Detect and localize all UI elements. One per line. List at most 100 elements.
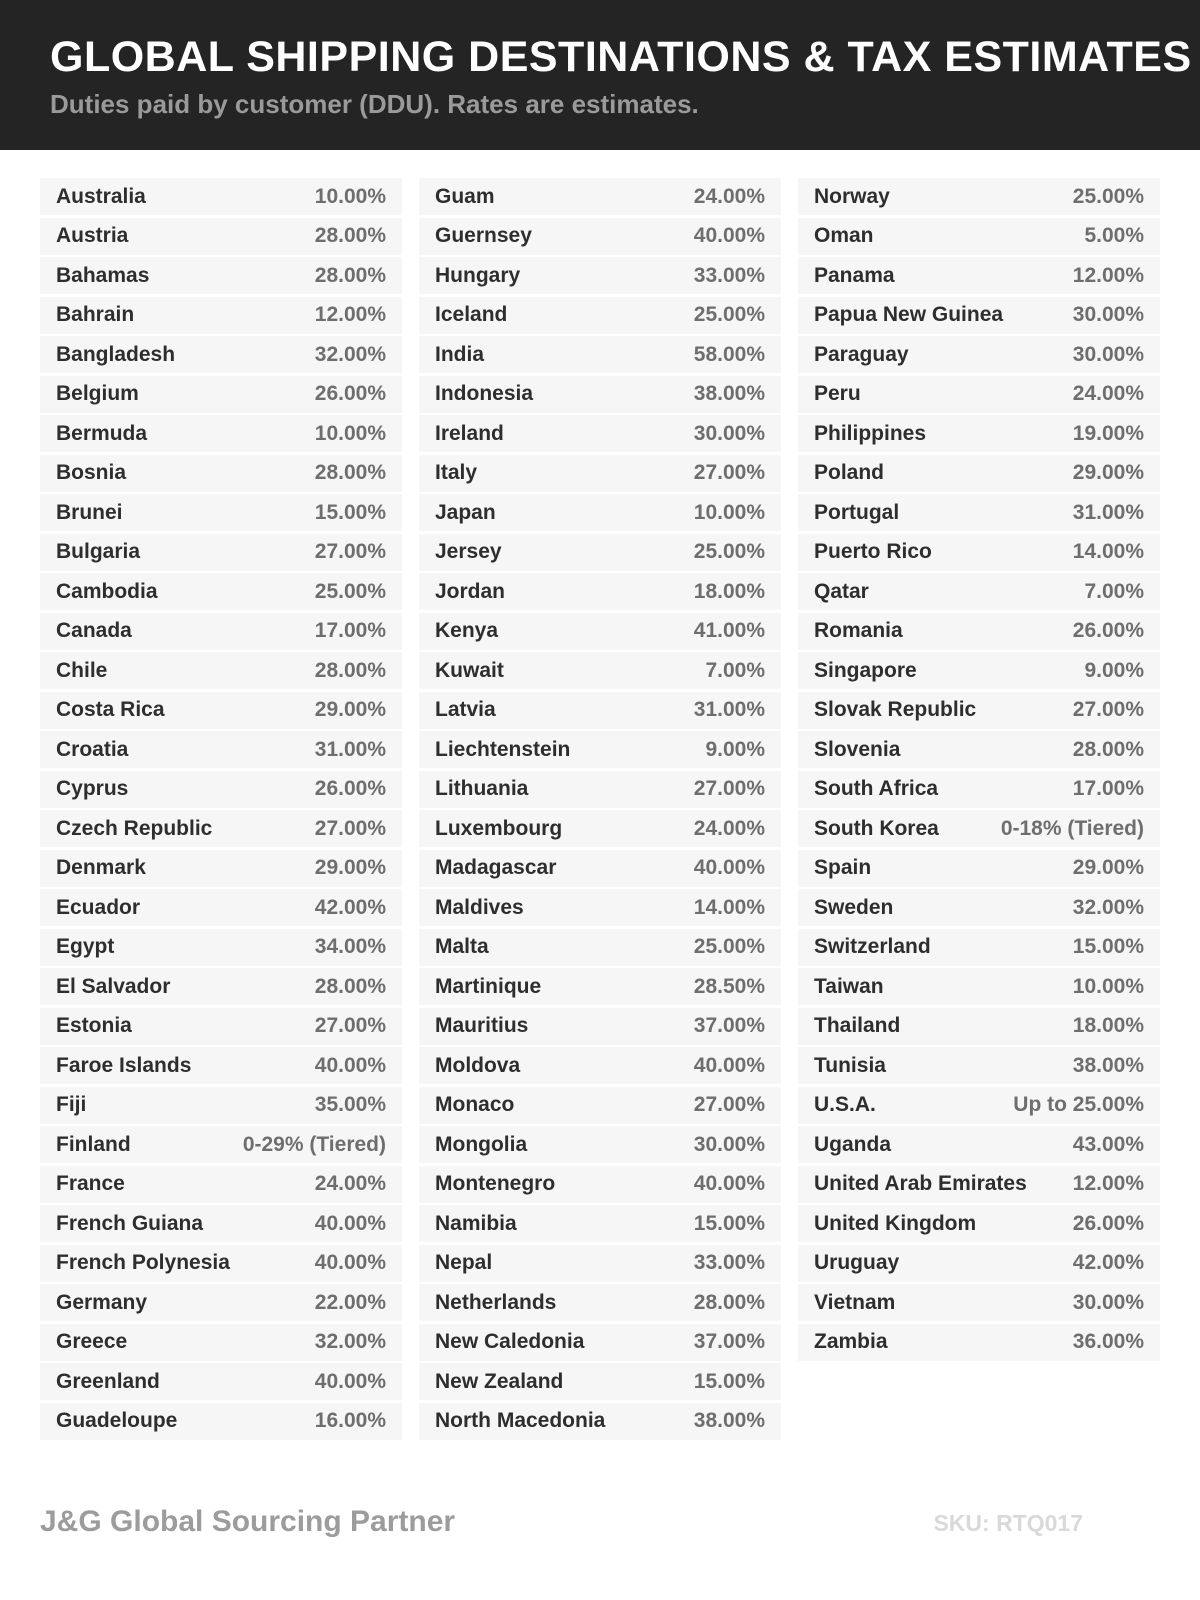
tax-rate: 25.00%: [1072, 184, 1144, 208]
table-row: Spain 29.00%: [798, 849, 1160, 887]
tax-rate: 26.00%: [314, 777, 386, 800]
tax-rate: 19.00%: [1072, 421, 1144, 445]
country-name: Vietnam: [814, 1290, 896, 1314]
country-name: Cambodia: [56, 579, 158, 603]
table-row: Uganda 43.00%: [798, 1126, 1160, 1163]
tax-rate: 36.00%: [1072, 1330, 1144, 1353]
tax-rate: 58.00%: [693, 342, 765, 366]
tax-rate: 40.00%: [314, 1251, 386, 1274]
country-name: Switzerland: [814, 935, 931, 958]
table-row: Austria 28.00%: [40, 217, 402, 255]
tax-rate: 14.00%: [693, 895, 765, 919]
page-header: GLOBAL SHIPPING DESTINATIONS & TAX ESTIM…: [0, 0, 1200, 150]
tax-rate: 17.00%: [314, 619, 386, 642]
tax-rate: 26.00%: [1072, 1211, 1144, 1235]
country-name: Bosnia: [56, 461, 127, 484]
country-name: Brunei: [56, 500, 123, 524]
table-row: Singapore 9.00%: [798, 652, 1160, 689]
country-name: Kuwait: [435, 658, 504, 682]
tax-rate: 30.00%: [1072, 1290, 1144, 1314]
country-name: Czech Republic: [56, 816, 213, 840]
table-column-2: Guam 24.00% Guernsey 40.00% Hungary 33.00% Ice…: [419, 178, 781, 1440]
country-name: El Salvador: [56, 974, 171, 998]
table-row: New Caledonia 37.00%: [419, 1323, 781, 1361]
table-row: Switzerland 15.00%: [798, 928, 1160, 966]
tax-rate: 24.00%: [314, 1172, 386, 1195]
tax-rate: 10.00%: [314, 184, 386, 208]
country-name: New Zealand: [435, 1369, 564, 1393]
country-name: Bulgaria: [56, 540, 141, 563]
table-row: Iceland 25.00%: [419, 296, 781, 334]
table-row: Chile 28.00%: [40, 652, 402, 689]
country-name: Faroe Islands: [56, 1053, 192, 1077]
table-row: Mongolia 30.00%: [419, 1126, 781, 1163]
table-row: Netherlands 28.00%: [419, 1284, 781, 1321]
table-row: Papua New Guinea 30.00%: [798, 296, 1160, 334]
tax-rate: 40.00%: [314, 1053, 386, 1077]
tax-rate: 27.00%: [693, 777, 765, 800]
tax-rate: 28.00%: [314, 224, 386, 247]
table-row: Brunei 15.00%: [40, 494, 402, 531]
country-name: Puerto Rico: [814, 540, 932, 563]
table-row: Moldova 40.00%: [419, 1047, 781, 1084]
country-name: Romania: [814, 619, 903, 642]
tax-rate: 37.00%: [693, 1014, 765, 1037]
country-name: Panama: [814, 263, 895, 287]
table-row: North Macedonia 38.00%: [419, 1402, 781, 1440]
table-row: Denmark 29.00%: [40, 849, 402, 887]
table-row: Ireland 30.00%: [419, 415, 781, 452]
tax-rate: Up to 25.00%: [1013, 1093, 1144, 1116]
table-row: Czech Republic 27.00%: [40, 810, 402, 847]
tax-rate: 0-18% (Tiered): [1000, 816, 1144, 840]
brand-name: J&G Global Sourcing Partner: [40, 1505, 456, 1538]
table-row: United Arab Emirates 12.00%: [798, 1165, 1160, 1203]
tax-rate: 22.00%: [314, 1290, 386, 1314]
table-row: Cambodia 25.00%: [40, 573, 402, 610]
table-row: Bermuda 10.00%: [40, 415, 402, 452]
country-name: Norway: [814, 184, 890, 208]
table-row: Peru 24.00%: [798, 375, 1160, 413]
table-row: South Korea 0-18% (Tiered): [798, 810, 1160, 847]
country-name: Indonesia: [435, 382, 534, 405]
table-row: Norway 25.00%: [798, 178, 1160, 215]
country-name: Greece: [56, 1330, 128, 1353]
table-row: Monaco 27.00%: [419, 1086, 781, 1124]
table-row: Oman 5.00%: [798, 217, 1160, 255]
table-row: Kuwait 7.00%: [419, 652, 781, 689]
table-row: Croatia 31.00%: [40, 731, 402, 768]
country-name: Portugal: [814, 500, 900, 524]
table-row: Martinique 28.50%: [419, 968, 781, 1005]
tax-rate: 17.00%: [1072, 777, 1144, 800]
country-name: Paraguay: [814, 342, 909, 366]
country-name: Malta: [435, 935, 489, 958]
table-row: Jordan 18.00%: [419, 573, 781, 610]
table-row: Italy 27.00%: [419, 454, 781, 492]
country-name: Oman: [814, 224, 874, 247]
table-row: Faroe Islands 40.00%: [40, 1047, 402, 1084]
tax-rate: 7.00%: [1084, 579, 1144, 603]
tax-rate: 12.00%: [314, 303, 386, 326]
tax-rate: 29.00%: [314, 856, 386, 879]
tax-rate: 31.00%: [693, 698, 765, 721]
tax-rate: 32.00%: [314, 1330, 386, 1353]
country-name: Mauritius: [435, 1014, 529, 1037]
country-name: India: [435, 342, 485, 366]
country-name: French Polynesia: [56, 1251, 230, 1274]
country-name: Bahamas: [56, 263, 150, 287]
tax-rate: 30.00%: [1072, 303, 1144, 326]
tax-rate: 15.00%: [693, 1369, 765, 1393]
country-name: French Guiana: [56, 1211, 204, 1235]
tax-rate: 38.00%: [693, 1409, 765, 1432]
country-name: Fiji: [56, 1093, 87, 1116]
country-name: Ireland: [435, 421, 504, 445]
country-name: Monaco: [435, 1093, 515, 1116]
country-name: France: [56, 1172, 125, 1195]
table-row: Guernsey 40.00%: [419, 217, 781, 255]
table-row: Fiji 35.00%: [40, 1086, 402, 1124]
tax-rate: 27.00%: [693, 1093, 765, 1116]
tax-rate: 27.00%: [314, 816, 386, 840]
country-name: North Macedonia: [435, 1409, 606, 1432]
table-row: Indonesia 38.00%: [419, 375, 781, 413]
country-name: Ecuador: [56, 895, 141, 919]
tax-rate: 31.00%: [1072, 500, 1144, 524]
